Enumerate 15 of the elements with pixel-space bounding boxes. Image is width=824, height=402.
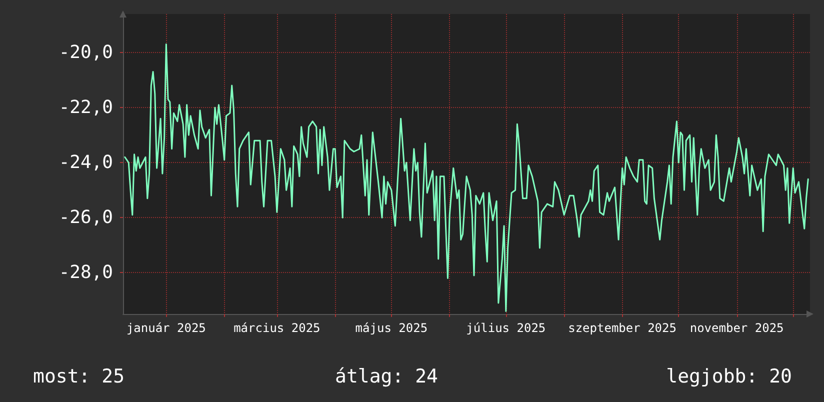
y-tick-label: -22,0 xyxy=(58,97,113,118)
x-tick-label: január 2025 xyxy=(126,321,206,335)
x-tick-label: március 2025 xyxy=(234,321,320,335)
x-tick-label: július 2025 xyxy=(466,321,546,335)
x-tick-label: május 2025 xyxy=(355,321,428,335)
text: most: 25 xyxy=(33,366,125,388)
y-tick-label: -24,0 xyxy=(58,152,113,174)
text: legjobb: 20 xyxy=(666,366,792,388)
y-tick-label: -26,0 xyxy=(58,207,113,228)
x-tick-label: szeptember 2025 xyxy=(568,321,676,335)
text: átlag: 24 xyxy=(335,366,438,388)
line-series xyxy=(124,44,809,312)
y-tick-label: -20,0 xyxy=(58,42,113,64)
y-tick-label: -28,0 xyxy=(58,262,113,284)
x-tick-label: november 2025 xyxy=(690,321,784,335)
